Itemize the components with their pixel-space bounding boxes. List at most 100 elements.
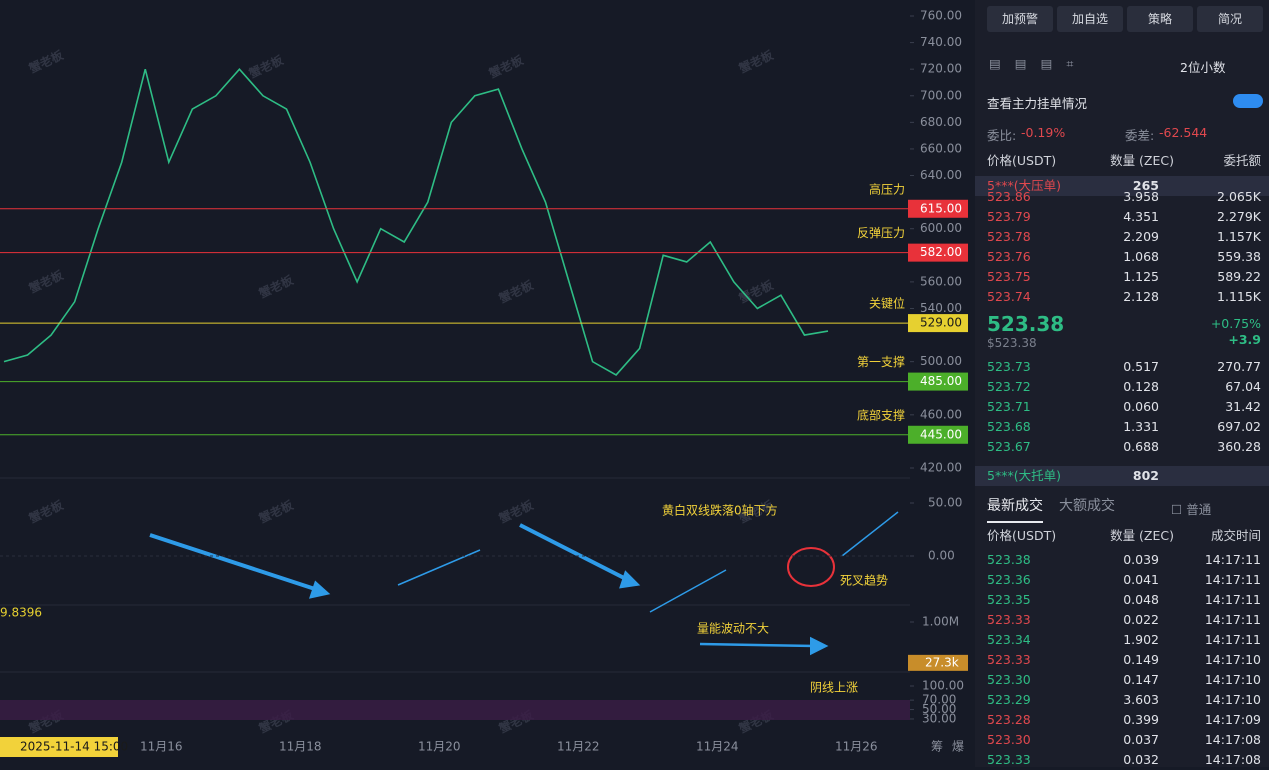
macd-tick-label: 0.00: [928, 549, 955, 563]
trade-row: 523.28 0.399 14:17:09: [975, 710, 1269, 730]
trade-price: 523.30: [987, 732, 1031, 747]
big-label: 5***(大压单): [987, 178, 1061, 193]
tab[interactable]: 最新成交: [987, 495, 1043, 523]
x-tick-label: 11月26: [835, 740, 878, 754]
book-cell: 1.115K: [1217, 289, 1261, 304]
trade-price: 523.28: [987, 712, 1031, 727]
trade-time: 14:17:11: [1204, 572, 1261, 587]
price-tick-label: 420.00: [920, 461, 962, 475]
button[interactable]: 加自选: [1057, 6, 1123, 32]
book-cell: 523.76: [987, 249, 1031, 264]
filter[interactable]: ☐ 普通: [1171, 502, 1212, 517]
header: 数量 (ZEC): [1110, 528, 1174, 543]
trade-header: 价格(USDT) 数量 (ZEC) 成交时间: [975, 526, 1269, 546]
x-tick-label: 11月24: [696, 740, 739, 754]
bid-big: 5***(大托单) 802: [975, 466, 1269, 486]
book-cell: 523.79: [987, 209, 1031, 224]
book-row: 523.78 2.209 1.157K: [975, 227, 1269, 247]
toggle[interactable]: [1233, 94, 1263, 108]
book-cell: 523.86: [987, 189, 1031, 204]
trade-qty: 0.149: [1123, 652, 1159, 667]
book-cell: 523.67: [987, 439, 1031, 454]
header: 价格(USDT): [987, 528, 1057, 543]
trade-qty: 0.022: [1123, 612, 1159, 627]
book-cell: 0.060: [1123, 399, 1159, 414]
view-icons[interactable]: ▤▤▤⌗: [989, 56, 1088, 71]
header: 委托额: [1223, 153, 1261, 168]
book-cell: 2.065K: [1217, 189, 1261, 204]
volume-note: 量能波动不大: [697, 622, 769, 636]
tab[interactable]: 大额成交: [1059, 498, 1115, 514]
side-button[interactable]: 爆: [952, 740, 964, 754]
book-cell: 360.28: [1217, 439, 1261, 454]
ratio: -0.19%: [1021, 125, 1066, 140]
book-row: 523.79 4.351 2.279K: [975, 207, 1269, 227]
trade-row: 523.30 0.147 14:17:10: [975, 670, 1269, 690]
book-row: 523.76 1.068 559.38: [975, 247, 1269, 267]
trade-qty: 0.399: [1123, 712, 1159, 727]
volume-tick-label: 1.00M: [922, 615, 959, 629]
trade-time: 14:17:09: [1204, 712, 1261, 727]
price-tick-label: 660.00: [920, 141, 962, 155]
book-cell: 3.958: [1123, 189, 1159, 204]
price-tick-label: 460.00: [920, 407, 962, 421]
x-tick-label: 11月18: [279, 740, 322, 754]
book-cell: 697.02: [1217, 419, 1261, 434]
trade-time: 14:17:11: [1204, 632, 1261, 647]
button[interactable]: 加预警: [987, 6, 1053, 32]
trade-price: 523.33: [987, 652, 1031, 667]
book-row: 523.75 1.125 589.22: [975, 267, 1269, 287]
price-tick-label: 560.00: [920, 274, 962, 288]
price-tick-label: 760.00: [920, 9, 962, 23]
level-note: 反弹压力: [857, 226, 905, 240]
trade-time: 14:17:08: [1204, 752, 1261, 767]
book-row: 523.72 0.128 67.04: [975, 377, 1269, 397]
last-price: 523.38: [987, 312, 1065, 336]
trade-price: 523.35: [987, 592, 1031, 607]
book-row: 523.73 0.517 270.77: [975, 357, 1269, 377]
book-cell: 523.72: [987, 379, 1031, 394]
trade-price: 523.33: [987, 752, 1031, 767]
rsi-tick-label: 100.00: [922, 679, 964, 693]
trade-price: 523.33: [987, 612, 1031, 627]
ratio-label: 委比:: [987, 128, 1017, 143]
level-tag: [908, 314, 968, 333]
header: 数量 (ZEC): [1110, 153, 1174, 168]
book-cell: 2.279K: [1217, 209, 1261, 224]
trade-time: 14:17:08: [1204, 732, 1261, 747]
arrows: [149, 511, 899, 656]
button[interactable]: 简况: [1197, 6, 1263, 32]
trade-price: 523.29: [987, 692, 1031, 707]
book-cell: 1.068: [1123, 249, 1159, 264]
book-cell: 4.351: [1123, 209, 1159, 224]
level-label: 582.00: [920, 245, 962, 259]
book-cell: 31.42: [1225, 399, 1261, 414]
trade-row: 523.38 0.039 14:17:11: [975, 550, 1269, 570]
x-tick-label: 11月20: [418, 740, 461, 754]
book-cell: 523.71: [987, 399, 1031, 414]
trade-row: 523.33 0.022 14:17:11: [975, 610, 1269, 630]
trade-price: 523.34: [987, 632, 1031, 647]
book-cell: 0.688: [1123, 439, 1159, 454]
side-button[interactable]: 筹: [931, 740, 943, 754]
rsi-note: 阴线上涨: [810, 680, 858, 695]
rsi-band: [0, 700, 910, 720]
header: 成交时间: [1210, 528, 1261, 543]
button[interactable]: 策略: [1127, 6, 1193, 32]
level-note: 高压力: [869, 181, 905, 196]
price-tick-label: 720.00: [920, 62, 962, 76]
trade-price: 523.30: [987, 672, 1031, 687]
trade-price: 523.36: [987, 572, 1031, 587]
trade-row: 523.29 3.603 14:17:10: [975, 690, 1269, 710]
trade-row: 523.36 0.041 14:17:11: [975, 570, 1269, 590]
book-cell: 523.78: [987, 229, 1031, 244]
decimals-select[interactable]: 2位小数: [1180, 60, 1226, 75]
cursor-time-bg: [0, 737, 118, 757]
book-row: 523.67 0.688 360.28: [975, 437, 1269, 457]
trade-time: 14:17:11: [1204, 592, 1261, 607]
book-cell: 1.157K: [1217, 229, 1261, 244]
macd-tick-label: 50.00: [928, 496, 962, 510]
main-orders-link[interactable]: 查看主力挂单情况: [987, 96, 1088, 111]
x-tick-label: 11月22: [557, 740, 600, 754]
